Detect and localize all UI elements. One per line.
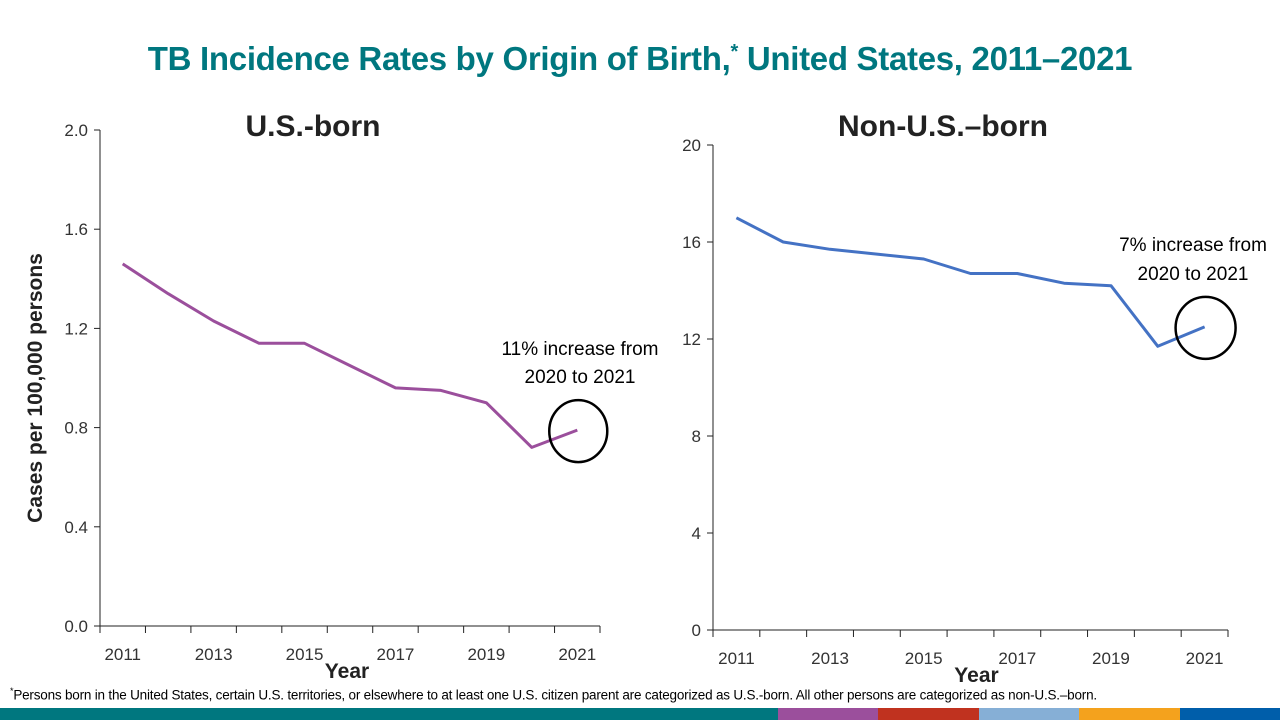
x-tick-label: 2019	[1092, 649, 1130, 668]
y-tick-label: 1.6	[64, 220, 88, 239]
x-axis-title: Year	[325, 660, 369, 683]
y-tick-label: 0.0	[64, 617, 88, 636]
y-tick-label: 4	[692, 524, 701, 543]
brand-color-bar	[0, 708, 1280, 720]
x-tick-label: 2017	[998, 649, 1036, 668]
x-axis-title: Year	[954, 664, 998, 687]
color-bar-segment	[778, 708, 879, 720]
y-tick-label: 20	[682, 136, 701, 155]
annotation-line-2: 2020 to 2021	[1138, 264, 1249, 285]
footnote: *Persons born in the United States, cert…	[10, 686, 1097, 703]
y-axis-title: Cases per 100,000 persons	[24, 253, 47, 523]
color-bar-segment	[978, 708, 1080, 720]
x-tick-label: 2019	[467, 645, 505, 664]
y-tick-label: 2.0	[64, 121, 88, 140]
color-bar-segment	[878, 708, 979, 720]
chart-title: U.S.-born	[246, 110, 381, 143]
color-bar-segment	[1079, 708, 1180, 720]
x-tick-label: 2013	[811, 649, 849, 668]
x-tick-label: 2017	[377, 645, 415, 664]
annotation-line-1: 11% increase from	[502, 339, 659, 360]
annotation-line-1: 7% increase from	[1119, 235, 1267, 256]
y-tick-label: 0.8	[64, 419, 88, 438]
y-tick-label: 1.2	[64, 319, 88, 338]
y-tick-label: 16	[682, 233, 701, 252]
highlight-circle	[548, 398, 609, 464]
x-tick-label: 2011	[104, 645, 141, 664]
highlight-circle	[1174, 295, 1237, 361]
x-tick-label: 2015	[286, 645, 324, 664]
y-tick-label: 0	[692, 621, 701, 640]
color-bar-segment	[1179, 708, 1280, 720]
x-tick-label: 2013	[195, 645, 233, 664]
x-tick-label: 2021	[1186, 649, 1224, 668]
footnote-marker: *	[10, 686, 14, 696]
y-tick-label: 0.4	[64, 518, 88, 537]
y-tick-label: 8	[692, 427, 701, 446]
footnote-text: Persons born in the United States, certa…	[13, 687, 1097, 703]
annotation-line-2: 2020 to 2021	[525, 367, 636, 388]
x-tick-label: 2021	[558, 645, 596, 664]
y-tick-label: 12	[682, 330, 701, 349]
title-footnote-marker: *	[730, 41, 738, 63]
x-tick-label: 2011	[718, 649, 755, 668]
slide-title: TB Incidence Rates by Origin of Birth,* …	[0, 40, 1280, 78]
color-bar-segment	[0, 708, 779, 720]
x-tick-label: 2015	[905, 649, 943, 668]
title-text: TB Incidence Rates by Origin of Birth,	[147, 40, 731, 77]
chart-title: Non-U.S.–born	[838, 110, 1048, 143]
title-suffix: United States, 2011–2021	[737, 40, 1133, 77]
